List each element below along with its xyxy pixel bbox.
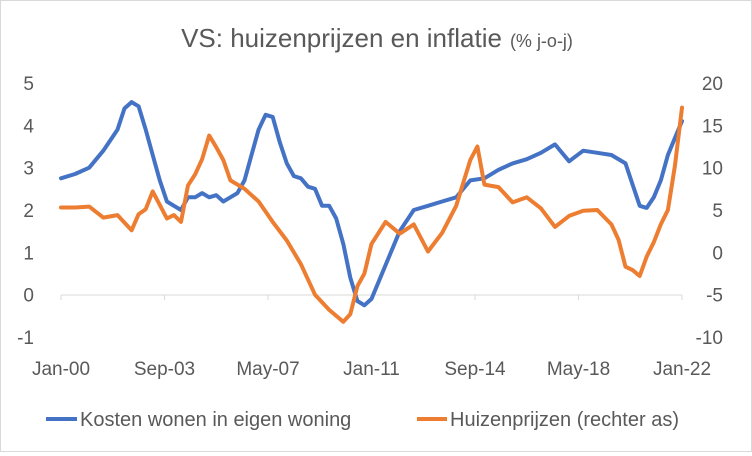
- series-line-0: [59, 100, 684, 308]
- x-tick-label: Jan-22: [653, 359, 711, 380]
- left-tick-label: 1: [23, 243, 34, 264]
- x-axis-ticks: Jan-00 Sep-03 May-07 Jan-11 Sep-14 May-18 Jan-…: [32, 295, 711, 380]
- right-tick-label: 15: [702, 116, 723, 137]
- x-tick-label: Sep-14: [444, 359, 506, 380]
- series-layer: [59, 100, 684, 324]
- left-tick-label: 3: [23, 159, 34, 180]
- left-tick-label: -1: [17, 328, 34, 349]
- right-tick-label: 0: [712, 243, 723, 264]
- right-tick-label: 5: [712, 201, 723, 222]
- chart-title: VS: huizenprijzen en inflatie (% j-o-j): [181, 23, 573, 53]
- right-tick-label: 20: [702, 74, 723, 95]
- left-axis-ticks: -1 0 1 2 3 4 5: [17, 74, 34, 349]
- x-tick-label: May-18: [547, 359, 610, 380]
- left-tick-label: 2: [23, 201, 34, 222]
- legend: Kosten wonen in eigen woning Huizenprijze…: [46, 409, 679, 431]
- right-tick-label: -10: [696, 328, 723, 349]
- legend-label-1: Huizenprijzen (rechter as): [450, 409, 679, 431]
- series-line-1: [59, 105, 684, 324]
- right-tick-label: -5: [706, 286, 723, 307]
- x-tick-label: Jan-11: [343, 359, 400, 380]
- x-tick-label: May-07: [236, 359, 299, 380]
- left-tick-label: 4: [23, 116, 34, 137]
- x-tick-label: Jan-00: [32, 359, 90, 380]
- x-tick-label: Sep-03: [134, 359, 195, 380]
- chart-title-main: VS: huizenprijzen en inflatie: [181, 23, 502, 53]
- right-tick-label: 10: [702, 159, 723, 180]
- legend-label-0: Kosten wonen in eigen woning: [80, 409, 351, 431]
- chart-subtitle: (% j-o-j): [510, 31, 573, 51]
- left-tick-label: 0: [23, 286, 34, 307]
- right-axis-ticks: -10 -5 0 5 10 15 20: [696, 74, 723, 349]
- left-tick-label: 5: [23, 74, 34, 95]
